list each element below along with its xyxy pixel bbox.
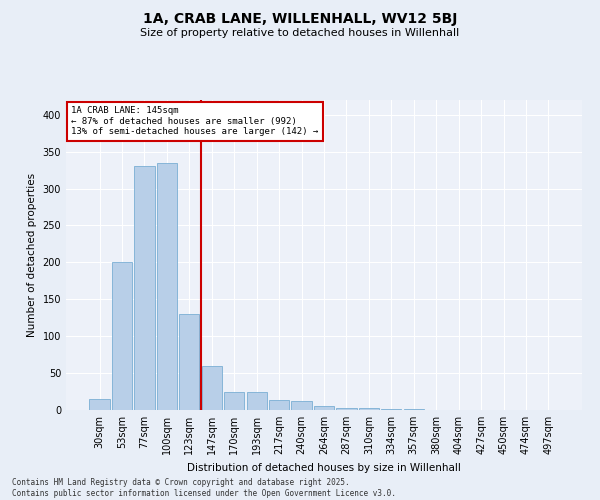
Bar	[112, 262, 132, 410]
Bar	[89, 399, 110, 410]
Bar	[157, 162, 177, 410]
Text: 1A CRAB LANE: 145sqm
← 87% of detached houses are smaller (992)
13% of semi-deta: 1A CRAB LANE: 145sqm ← 87% of detached h…	[71, 106, 319, 136]
Bar	[337, 408, 356, 410]
Y-axis label: Number of detached properties: Number of detached properties	[27, 173, 37, 337]
Bar	[359, 408, 379, 410]
Bar	[314, 406, 334, 410]
Bar	[179, 314, 199, 410]
Bar	[247, 392, 267, 410]
X-axis label: Distribution of detached houses by size in Willenhall: Distribution of detached houses by size …	[187, 462, 461, 472]
Bar	[292, 401, 311, 410]
Bar	[202, 366, 222, 410]
Bar	[134, 166, 155, 410]
Text: Size of property relative to detached houses in Willenhall: Size of property relative to detached ho…	[140, 28, 460, 38]
Bar	[269, 400, 289, 410]
Bar	[224, 392, 244, 410]
Text: Contains HM Land Registry data © Crown copyright and database right 2025.
Contai: Contains HM Land Registry data © Crown c…	[12, 478, 396, 498]
Text: 1A, CRAB LANE, WILLENHALL, WV12 5BJ: 1A, CRAB LANE, WILLENHALL, WV12 5BJ	[143, 12, 457, 26]
